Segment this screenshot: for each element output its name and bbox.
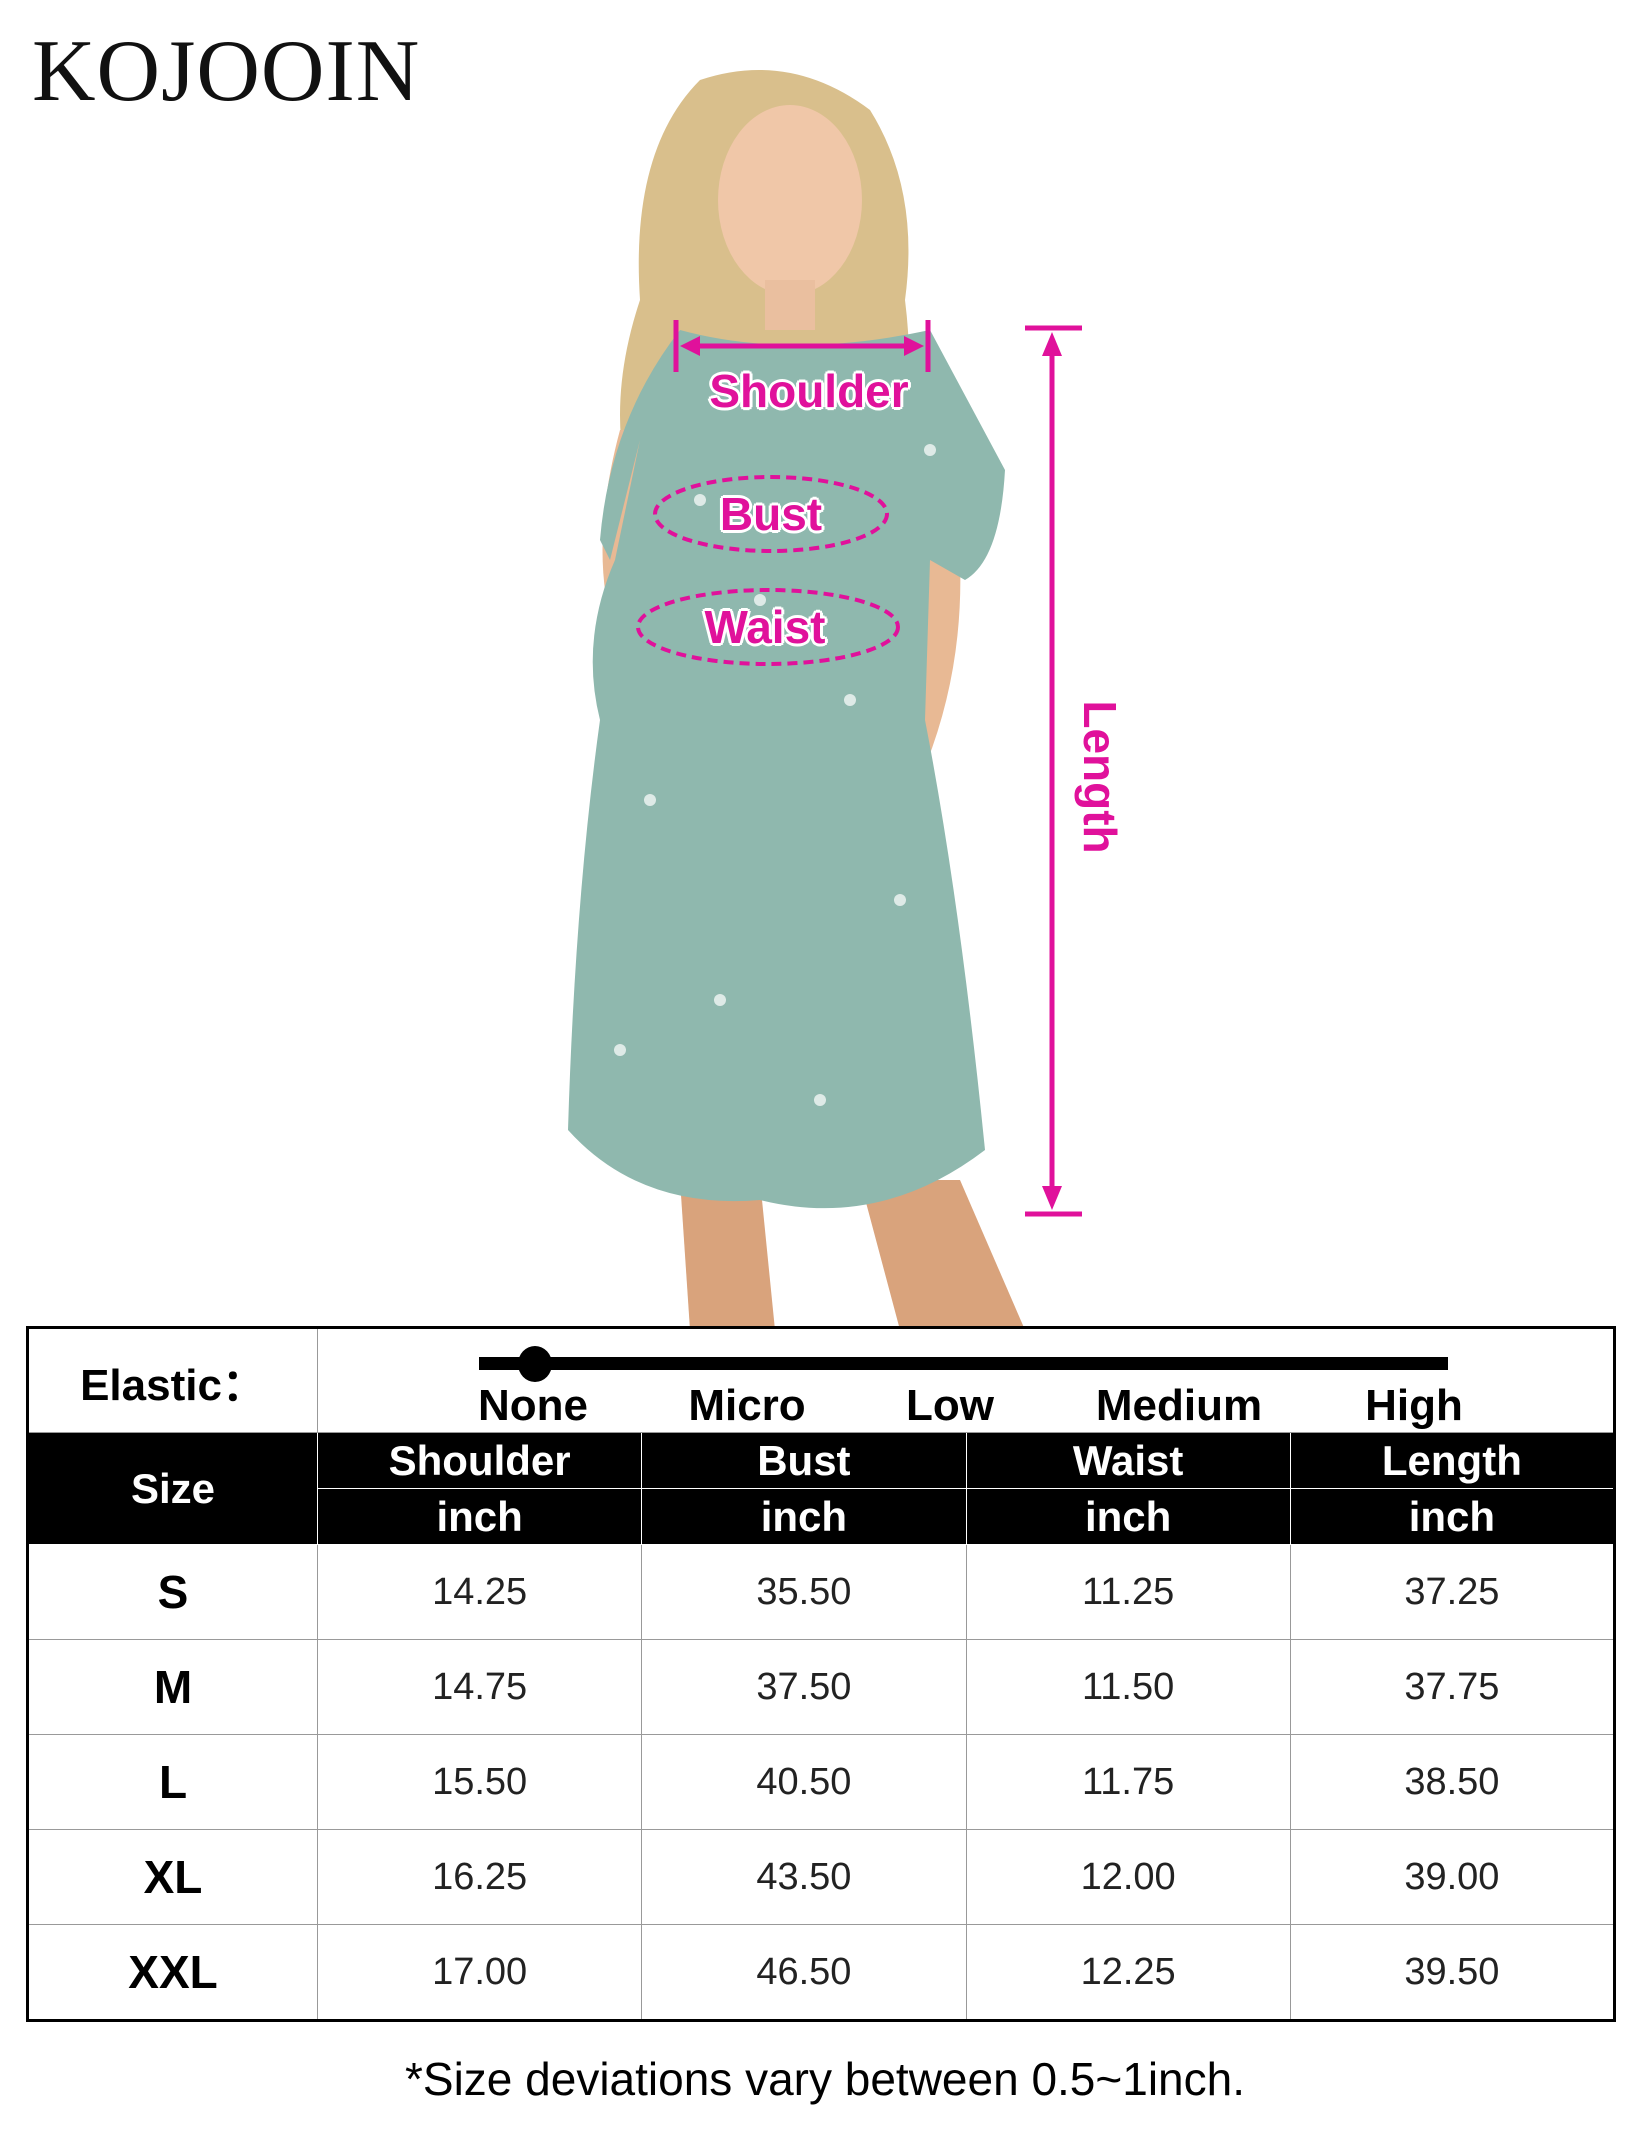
- value-cell-waist: 12.25: [965, 1924, 1291, 2021]
- elastic-scale: None Micro Low Medium High: [317, 1327, 1615, 1433]
- unit-length: inch: [1289, 1488, 1616, 1545]
- value-cell-waist: 11.75: [965, 1734, 1291, 1830]
- col-header-waist: Waist: [965, 1432, 1291, 1489]
- elastic-row: Elastic： None Micro Low Medium High: [27, 1327, 1615, 1433]
- shoulder-arrow: [673, 320, 931, 372]
- brand-logo: KOJOOIN: [32, 23, 421, 120]
- col-header-length: Length: [1289, 1432, 1616, 1489]
- value-cell-bust: 37.50: [641, 1639, 967, 1735]
- table-row: M 14.75 37.50 11.50 37.75: [27, 1639, 1616, 1735]
- value-cell-shoulder: 15.50: [316, 1734, 643, 1830]
- value-cell-bust: 40.50: [641, 1734, 967, 1830]
- table-row: L 15.50 40.50 11.75 38.50: [27, 1734, 1616, 1830]
- value-cell-waist: 11.25: [965, 1544, 1291, 1640]
- value-cell-length: 39.50: [1289, 1924, 1616, 2021]
- value-cell-bust: 46.50: [641, 1924, 967, 2021]
- col-header-bust: Bust: [641, 1432, 967, 1489]
- elastic-level-medium: Medium: [1095, 1381, 1263, 1430]
- value-cell-waist: 11.50: [965, 1639, 1291, 1735]
- unit-waist: inch: [965, 1488, 1291, 1545]
- table-row: XXL 17.00 46.50 12.25 39.50: [27, 1924, 1616, 2021]
- size-cell: S: [27, 1544, 318, 1640]
- value-cell-length: 37.25: [1289, 1544, 1616, 1640]
- length-arrow: [1025, 325, 1082, 1217]
- unit-row: inch inch inch inch: [28, 1488, 1616, 1545]
- value-cell-length: 39.00: [1289, 1829, 1616, 1925]
- elastic-label: Elastic：: [27, 1327, 318, 1433]
- bust-ellipse: [653, 475, 889, 553]
- size-cell: XXL: [27, 1924, 318, 2021]
- elastic-level-low: Low: [906, 1381, 994, 1430]
- size-header: Size: [27, 1432, 318, 1545]
- unit-bust: inch: [641, 1488, 967, 1545]
- value-cell-bust: 43.50: [641, 1829, 967, 1925]
- value-cell-bust: 35.50: [641, 1544, 967, 1640]
- elastic-level-none: None: [478, 1381, 588, 1430]
- model-photo: [568, 70, 1082, 1330]
- value-cell-waist: 12.00: [965, 1829, 1291, 1925]
- value-cell-length: 38.50: [1289, 1734, 1616, 1830]
- bust-label: Bust: [719, 488, 823, 540]
- elastic-level-micro: Micro: [688, 1381, 806, 1430]
- elastic-indicator: [518, 1346, 552, 1382]
- waist-label: Waist: [704, 601, 826, 653]
- value-cell-shoulder: 17.00: [316, 1924, 643, 2021]
- shoulder-label: Shoulder: [709, 365, 909, 417]
- value-cell-shoulder: 14.75: [316, 1639, 643, 1735]
- unit-shoulder: inch: [316, 1488, 643, 1545]
- col-header-shoulder: Shoulder: [316, 1432, 643, 1489]
- size-cell: M: [27, 1639, 318, 1735]
- size-chart-table: Elastic： None Micro Low Medium High Size…: [26, 1326, 1616, 2022]
- face: [718, 105, 862, 295]
- value-cell-shoulder: 16.25: [316, 1829, 643, 1925]
- value-cell-length: 37.75: [1289, 1639, 1616, 1735]
- header-row: Size Shoulder Bust Waist Length: [27, 1432, 1616, 1545]
- table-row: S 14.25 35.50 11.25 37.25: [27, 1544, 1616, 1640]
- value-cell-shoulder: 14.25: [316, 1544, 643, 1640]
- table-row: XL 16.25 43.50 12.00 39.00: [27, 1829, 1616, 1925]
- elastic-track: [479, 1357, 1448, 1370]
- size-cell: L: [27, 1734, 318, 1830]
- size-cell: XL: [27, 1829, 318, 1925]
- dress: [568, 330, 1005, 1209]
- footnote: *Size deviations vary between 0.5~1inch.: [404, 2053, 1246, 2105]
- waist-ellipse: [636, 588, 900, 666]
- elastic-level-high: High: [1365, 1381, 1463, 1430]
- length-label: Length: [1074, 700, 1126, 854]
